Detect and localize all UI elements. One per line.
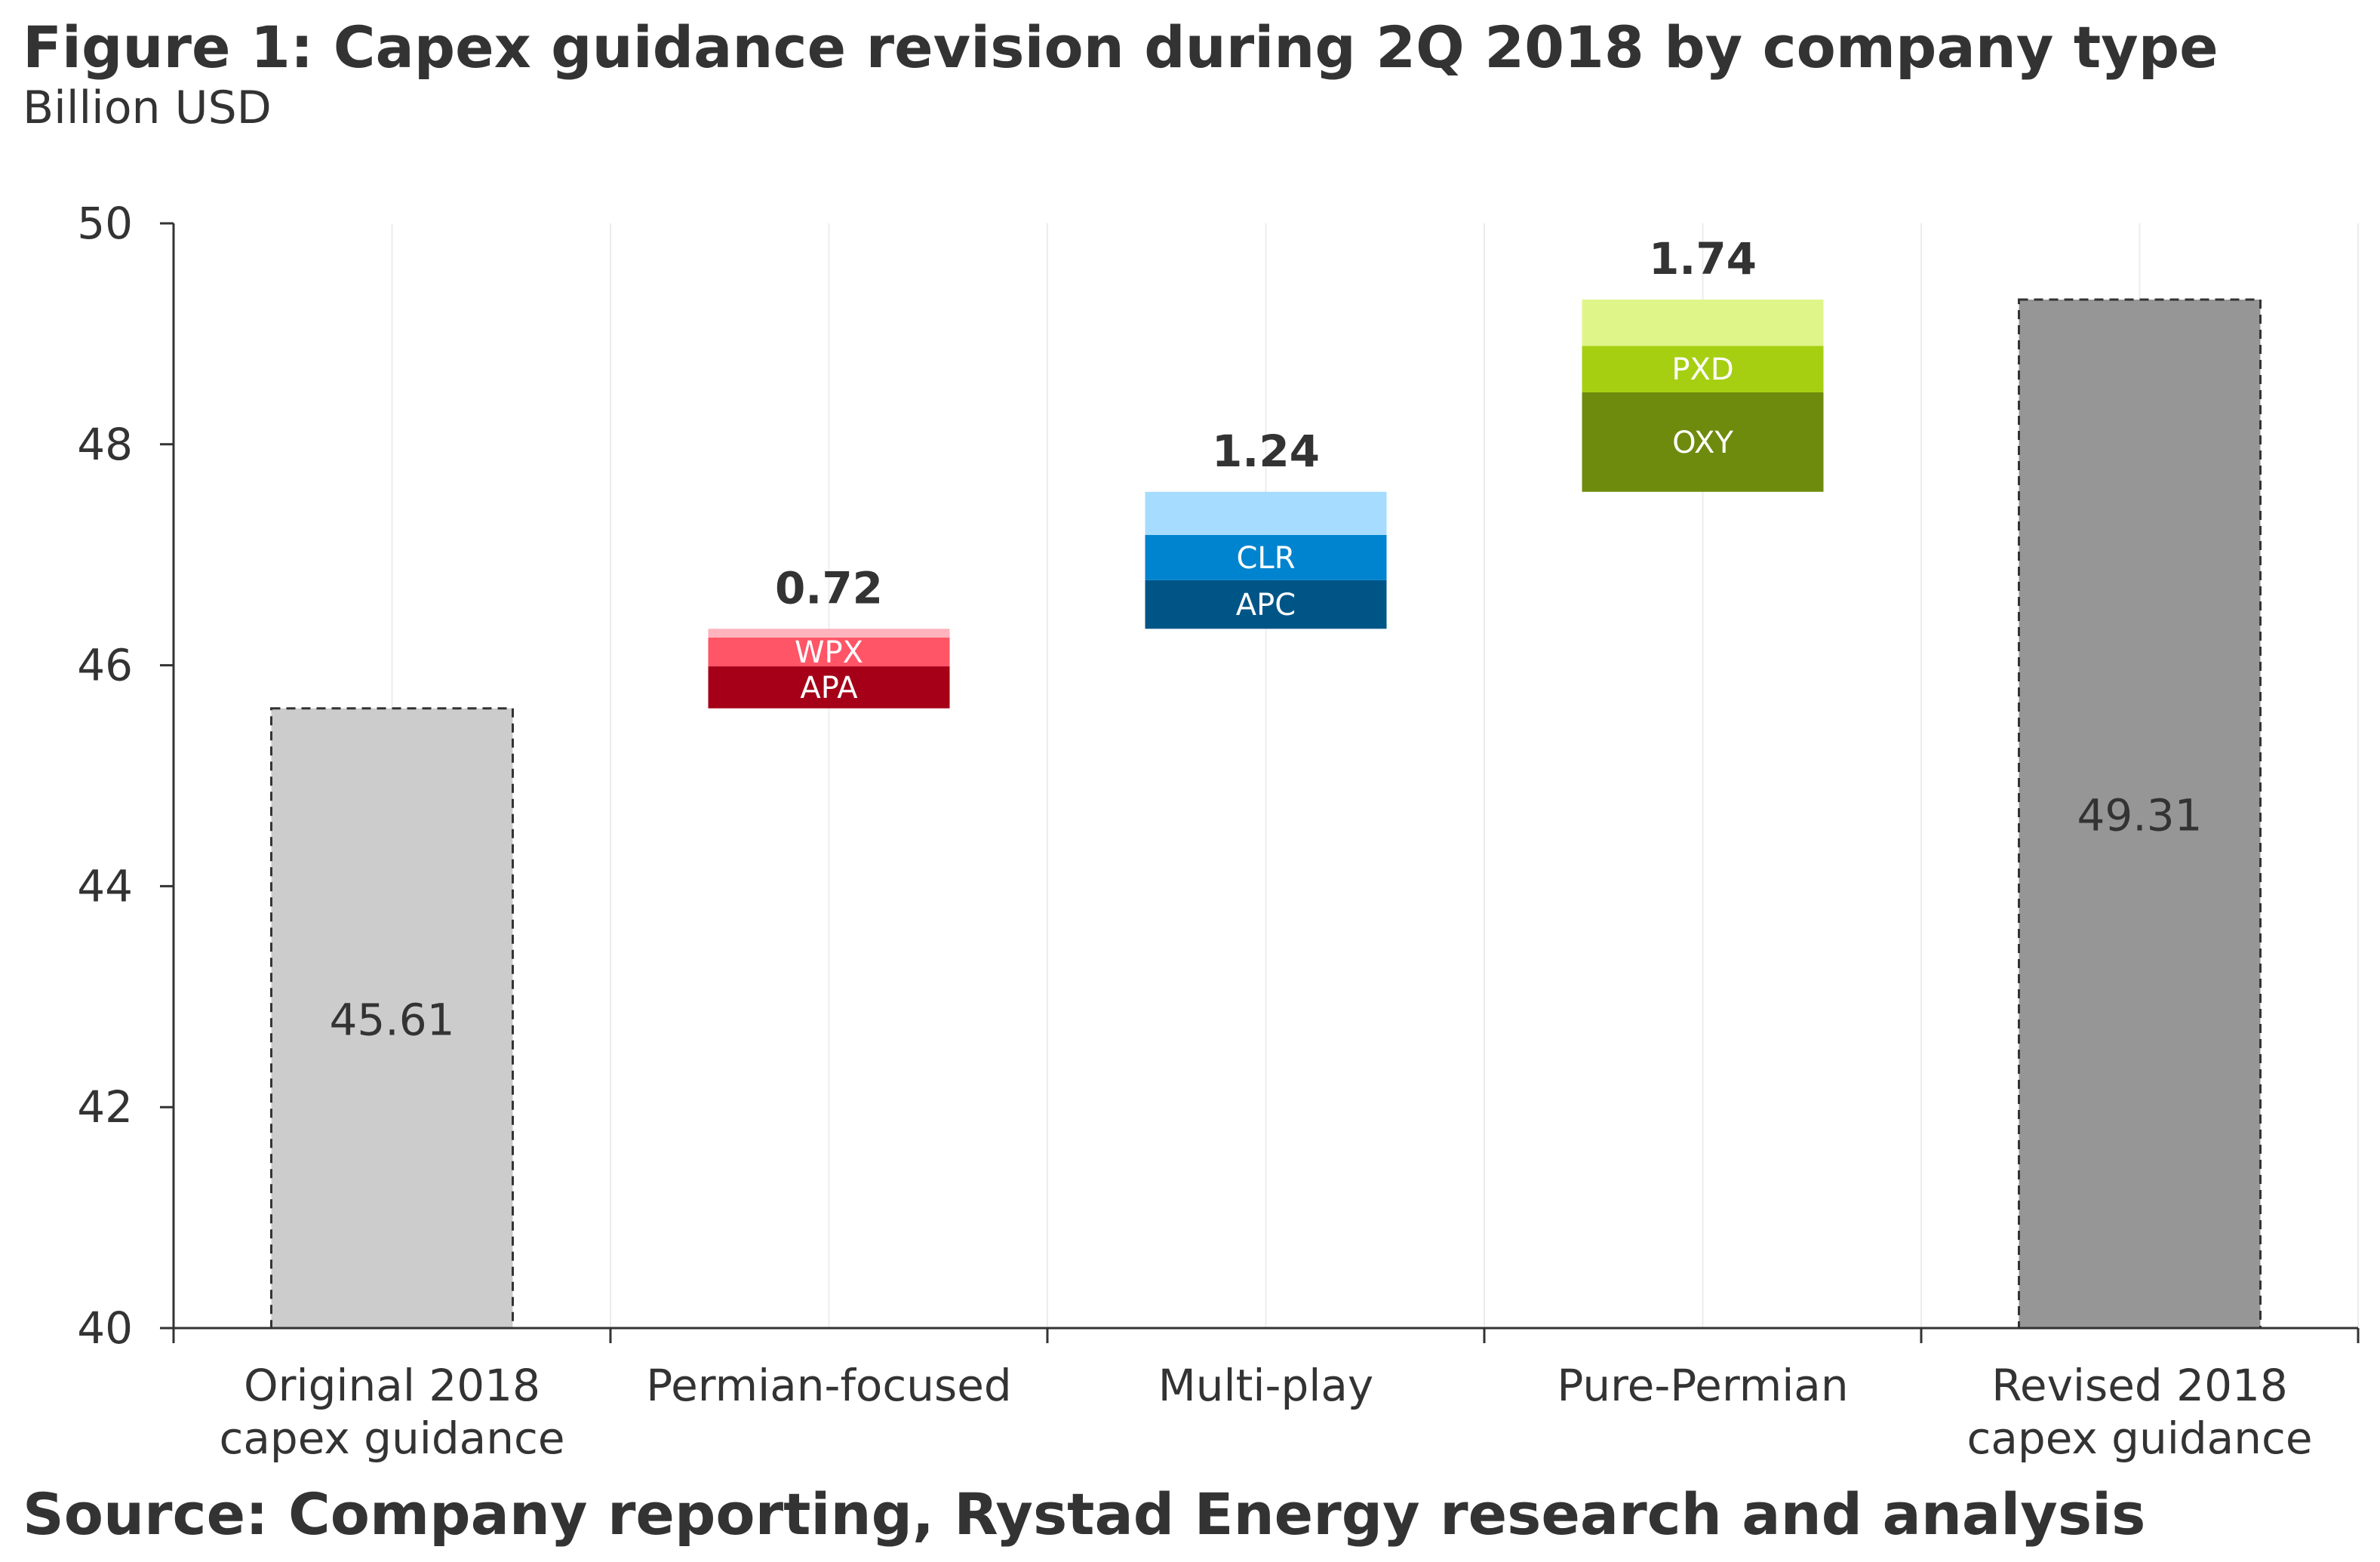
stack-segment bbox=[1145, 491, 1387, 535]
segment-label: WPX bbox=[795, 635, 863, 670]
y-tick-label: 46 bbox=[77, 640, 133, 691]
segment-label: CLR bbox=[1236, 541, 1295, 576]
x-tick-label: capex guidance bbox=[219, 1413, 564, 1464]
x-tick-label: Permian-focused bbox=[646, 1360, 1012, 1411]
stack-segment bbox=[1582, 346, 1824, 392]
increment-total-label: 1.74 bbox=[1649, 233, 1757, 284]
segment-label: PXD bbox=[1671, 352, 1733, 387]
segment-label: OXY bbox=[1672, 426, 1733, 460]
y-tick-label: 44 bbox=[77, 860, 133, 912]
segment-label: APA bbox=[800, 671, 858, 706]
stack-segment bbox=[1145, 580, 1387, 629]
increment-total-label: 0.72 bbox=[775, 562, 883, 613]
x-tick-label: capex guidance bbox=[1966, 1413, 2312, 1464]
total-bar-label: 49.31 bbox=[2077, 790, 2202, 841]
chart-source: Source: Company reporting, Rystad Energy… bbox=[23, 1481, 2146, 1548]
x-tick-label: Pure-Permian bbox=[1557, 1360, 1848, 1411]
stack-segment bbox=[1582, 300, 1824, 346]
stack-segment bbox=[1145, 534, 1387, 580]
total-bar-label: 45.61 bbox=[329, 994, 454, 1045]
total-bar bbox=[270, 707, 514, 1330]
y-tick-label: 42 bbox=[77, 1081, 133, 1133]
stack-segment bbox=[1582, 392, 1824, 492]
x-tick-label: Original 2018 bbox=[244, 1360, 540, 1411]
stack-segment bbox=[708, 666, 950, 709]
x-tick-label: Multi-play bbox=[1158, 1360, 1374, 1411]
chart-subtitle: Billion USD bbox=[23, 81, 272, 134]
y-tick-label: 48 bbox=[77, 419, 133, 470]
y-tick-label: 50 bbox=[77, 198, 133, 249]
chart-title: Figure 1: Capex guidance revision during… bbox=[23, 14, 2219, 81]
increment-total-label: 1.24 bbox=[1212, 426, 1320, 477]
segment-label: APC bbox=[1236, 588, 1296, 623]
stack-segment bbox=[708, 629, 950, 638]
y-tick-label: 40 bbox=[77, 1302, 133, 1354]
x-tick-label: Revised 2018 bbox=[1991, 1360, 2288, 1411]
stack-segment bbox=[708, 638, 950, 667]
